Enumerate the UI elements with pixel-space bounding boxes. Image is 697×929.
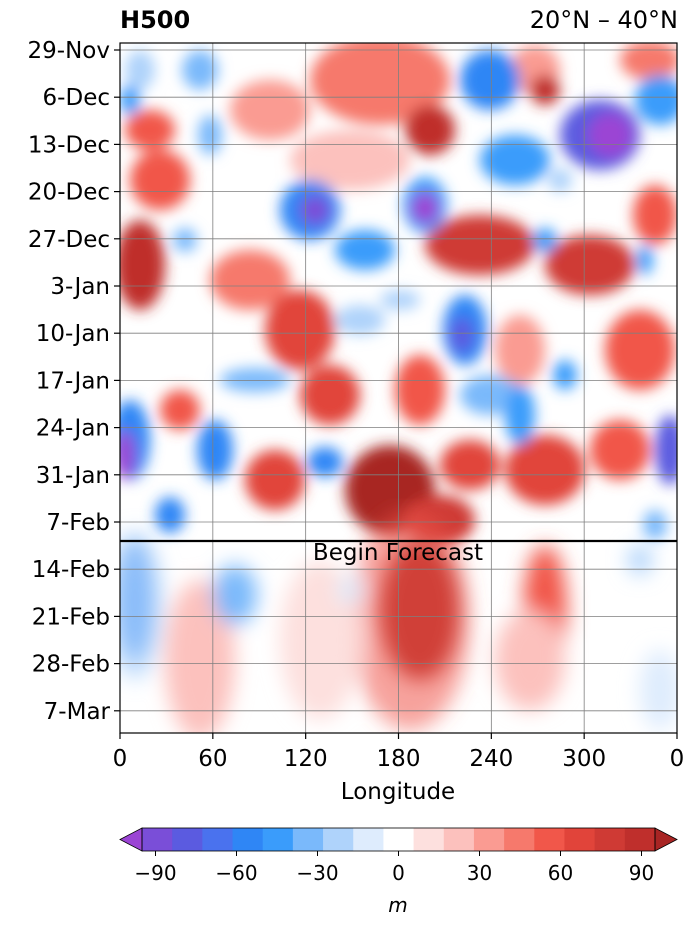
y-tick-label: 6-Dec	[43, 85, 110, 111]
y-tick-label: 14-Feb	[32, 557, 110, 583]
y-tick-label: 7-Mar	[44, 699, 111, 725]
colorbar-swatch	[534, 828, 565, 851]
colorbar-swatch	[594, 828, 626, 851]
colorbar-swatch	[624, 828, 656, 851]
y-tick-label: 20-Dec	[28, 180, 110, 206]
y-tick-label: 3-Jan	[50, 274, 110, 300]
colorbar-swatch	[202, 828, 234, 851]
y-tick-label: 13-Dec	[28, 132, 110, 158]
colorbar-label: m	[388, 893, 407, 917]
colorbar-swatch	[142, 828, 173, 851]
colorbar-extend-low	[119, 827, 143, 852]
y-tick-label: 21-Feb	[32, 604, 110, 630]
colorbar-swatch	[504, 828, 535, 851]
x-axis-label: Longitude	[341, 779, 455, 805]
colorbar-swatch	[443, 828, 475, 851]
colorbar-tick-label: −30	[296, 861, 338, 885]
colorbar-tick-label: 90	[629, 861, 654, 885]
y-axis: 29-Nov 6-Dec 13-Dec 20-Dec 27-Dec 3-Jan 10-Jan…	[28, 38, 120, 725]
colorbar-swatch	[172, 828, 203, 851]
colorbar-swatch	[292, 828, 324, 851]
colorbar-swatch	[232, 828, 264, 851]
x-tick-label: 180	[377, 746, 421, 772]
colorbar-tick-label: 30	[467, 861, 492, 885]
observed-anomalies	[120, 43, 677, 545]
colorbar: −90 −60 −30 0 30 60 90	[119, 827, 678, 885]
colorbar-swatch	[413, 828, 445, 851]
anomaly-field	[120, 43, 677, 733]
colorbar-extend-high	[654, 827, 678, 852]
y-tick-label: 24-Jan	[36, 416, 110, 442]
colorbar-tick-label: 60	[548, 861, 573, 885]
y-tick-label: 27-Dec	[28, 227, 110, 253]
x-tick-label: 0	[670, 746, 685, 772]
forecast-anomalies	[120, 510, 677, 733]
y-tick-label: 7-Feb	[46, 510, 110, 536]
colorbar-tick-label: −60	[215, 861, 257, 885]
colorbar-swatch	[383, 828, 415, 851]
colorbar-swatch	[323, 828, 354, 851]
colorbar-swatch	[262, 828, 294, 851]
colorbar-swatch	[473, 828, 505, 851]
colorbar-tick-label: −90	[134, 861, 176, 885]
y-tick-label: 10-Jan	[36, 321, 110, 347]
y-tick-label: 28-Feb	[32, 652, 110, 678]
x-tick-label: 0	[113, 746, 128, 772]
colorbar-tick-label: 0	[392, 861, 405, 885]
chart-title: H500	[120, 6, 191, 34]
chart-latitude-band: 20°N – 40°N	[529, 6, 678, 34]
y-tick-label: 31-Jan	[36, 463, 110, 489]
x-tick-label: 60	[198, 746, 227, 772]
x-axis: 0 60 120 180 240 300 0	[113, 733, 685, 772]
x-tick-label: 240	[469, 746, 513, 772]
grid-lines	[120, 43, 677, 733]
colorbar-swatch	[564, 828, 596, 851]
forecast-label: Begin Forecast	[313, 540, 483, 566]
colorbar-swatch	[353, 828, 384, 851]
y-tick-label: 17-Jan	[36, 368, 110, 394]
x-tick-label: 300	[562, 746, 606, 772]
y-tick-label: 29-Nov	[28, 38, 110, 64]
x-tick-label: 120	[284, 746, 328, 772]
